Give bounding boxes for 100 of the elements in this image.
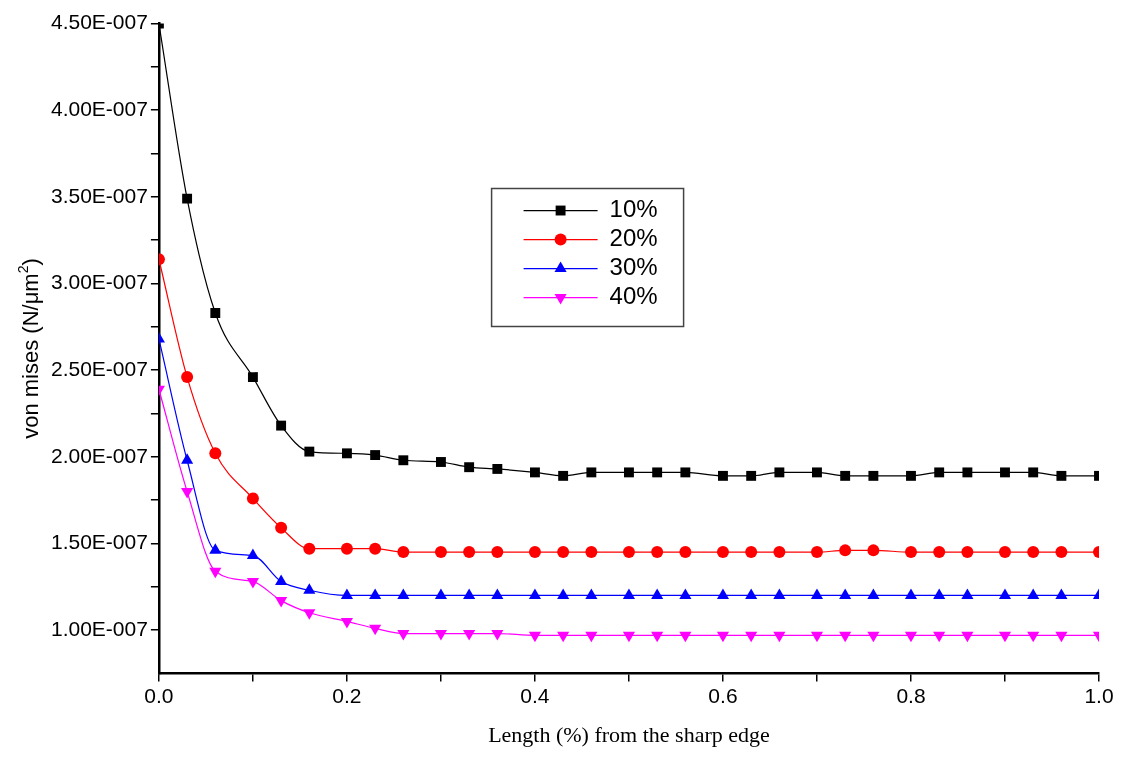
point <box>528 631 542 643</box>
point <box>998 546 1011 559</box>
point <box>904 631 918 643</box>
point <box>1027 546 1040 559</box>
point <box>679 546 692 559</box>
point <box>557 631 570 643</box>
x-tick-label: 0.8 <box>896 683 926 707</box>
legend-label: 20% <box>609 224 658 252</box>
point <box>1055 546 1068 559</box>
point <box>181 487 194 499</box>
y-tick-label: 3.00E-007 <box>50 270 148 294</box>
point <box>716 546 729 559</box>
point <box>398 455 409 466</box>
y-tick-label: 1.00E-007 <box>50 616 148 640</box>
point <box>530 467 540 478</box>
point <box>1027 631 1040 643</box>
point <box>774 467 785 478</box>
point <box>585 546 598 559</box>
point <box>773 546 786 559</box>
x-axis-title: Length (%) from the sharp edge <box>488 721 770 747</box>
point <box>303 542 316 555</box>
y-tick-label: 2.00E-007 <box>50 443 148 467</box>
point <box>679 631 692 643</box>
point <box>397 630 410 641</box>
point <box>622 546 635 559</box>
point <box>491 546 504 559</box>
point <box>1000 467 1010 478</box>
point <box>304 446 315 457</box>
point <box>651 546 664 559</box>
point <box>812 467 822 478</box>
legend-label: 10% <box>609 195 658 223</box>
point <box>961 631 974 643</box>
point <box>397 546 410 559</box>
y-tick-label: 2.50E-007 <box>50 356 148 380</box>
point <box>962 467 973 478</box>
point <box>745 631 758 643</box>
point <box>247 372 258 383</box>
point <box>492 463 503 474</box>
y-tick-label: 1.50E-007 <box>50 530 148 554</box>
point <box>558 470 569 481</box>
point <box>585 631 598 643</box>
point <box>746 470 757 481</box>
point <box>840 470 851 481</box>
point <box>934 467 945 478</box>
point <box>275 597 288 608</box>
point <box>680 467 691 478</box>
point <box>622 631 636 643</box>
point <box>773 631 786 643</box>
y-tick-label: 3.50E-007 <box>50 183 148 207</box>
point <box>1056 470 1067 481</box>
point <box>557 546 570 559</box>
point <box>933 631 946 643</box>
point <box>491 630 504 641</box>
point <box>904 546 917 559</box>
point <box>434 630 447 641</box>
point <box>209 447 222 460</box>
point <box>210 308 221 318</box>
x-tick-label: 0.6 <box>708 683 738 707</box>
point <box>369 542 382 555</box>
y-tick-label: 4.00E-007 <box>50 97 148 121</box>
point <box>182 193 193 204</box>
point <box>464 462 475 473</box>
point <box>276 420 287 431</box>
x-tick-label: 0.0 <box>144 683 174 707</box>
point <box>868 470 879 481</box>
point <box>745 546 758 559</box>
point <box>434 546 447 559</box>
point <box>340 617 353 629</box>
point <box>810 631 824 643</box>
point <box>716 631 730 643</box>
y-axis-title: von mises (N/μm2) <box>14 258 44 439</box>
point <box>370 450 381 461</box>
point <box>209 567 222 579</box>
point <box>1055 631 1068 643</box>
point <box>463 546 476 559</box>
point <box>652 467 663 478</box>
point <box>933 546 946 559</box>
point <box>246 578 259 589</box>
point <box>998 631 1012 643</box>
point <box>369 624 382 636</box>
point <box>181 371 194 384</box>
y-tick-label: 4.50E-007 <box>50 10 148 34</box>
legend-label: 40% <box>609 282 658 310</box>
point <box>528 546 541 559</box>
point <box>463 630 476 641</box>
point <box>839 544 852 557</box>
x-tick-label: 0.2 <box>332 683 362 707</box>
point <box>839 631 852 643</box>
point <box>718 470 728 481</box>
point <box>246 492 259 505</box>
legend-label: 30% <box>609 253 658 281</box>
x-tick-label: 0.4 <box>520 683 550 707</box>
point <box>275 521 288 534</box>
point <box>303 609 316 620</box>
point <box>586 467 597 478</box>
point <box>810 546 823 559</box>
point <box>341 448 352 459</box>
x-tick-label: 1.0 <box>1084 683 1114 707</box>
point <box>867 631 880 643</box>
point <box>867 544 880 557</box>
